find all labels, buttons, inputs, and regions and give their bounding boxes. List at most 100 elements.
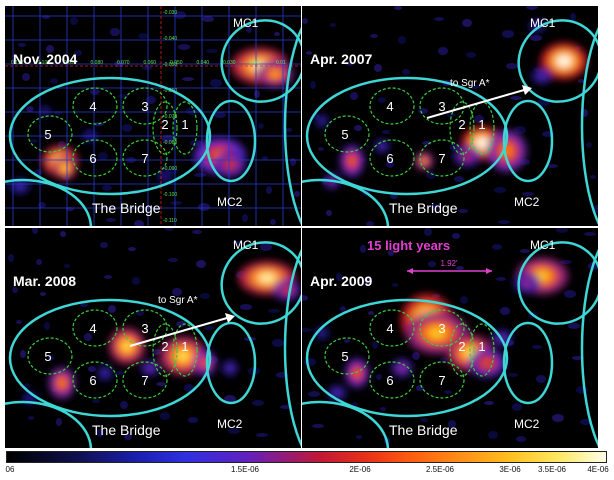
- mc1-label: MC1: [233, 238, 259, 252]
- region-7: [419, 139, 465, 177]
- grid-y-label: -0.080: [163, 140, 177, 146]
- sgr-a-arrow: [426, 89, 525, 119]
- region-2: [449, 323, 475, 377]
- region-label-6: 6: [386, 373, 393, 388]
- region-6: [369, 139, 415, 177]
- mc2-ellipse: [205, 99, 257, 183]
- emission-layer: [22, 261, 300, 405]
- scale-value: 1.92': [440, 259, 458, 268]
- region-3: [122, 87, 168, 125]
- grid-y-label: -0.030: [163, 10, 177, 16]
- coordinate-grid: 0.110 0.100 0.090 0.080 0.070 0.060 0.050 0.040…: [5, 6, 301, 226]
- mc2-ellipse: [205, 321, 257, 405]
- region-2: [152, 101, 178, 155]
- colorbar-tick-label: 4E-06: [587, 465, 609, 474]
- region-4: [369, 309, 415, 347]
- panel-3: 1 2 3 4 5 6 7 Mar. 2008 The Bridge MC1 MC2 to Sgr A…: [5, 228, 301, 448]
- grid-y-label: -0.090: [163, 166, 177, 172]
- region-label-2: 2: [161, 339, 168, 354]
- region-7: [122, 361, 168, 399]
- mc2-label: MC2: [217, 417, 243, 431]
- mc2-ellipse: [502, 99, 554, 183]
- region-3: [419, 87, 465, 125]
- region-2: [449, 101, 475, 155]
- bridge-ellipse: [8, 76, 212, 196]
- right-arc: [283, 249, 301, 447]
- grid-y-label: -0.050: [163, 62, 177, 68]
- bridge-label: The Bridge: [92, 422, 161, 438]
- region-label-3: 3: [438, 321, 445, 336]
- region-label-7: 7: [141, 151, 148, 166]
- region-label-6: 6: [386, 151, 393, 166]
- mc2-ellipse: [502, 321, 554, 405]
- lower-left-arc: [5, 178, 93, 226]
- grid-x-label: 0.050: [170, 60, 183, 66]
- colorbar-tick-label: 1.5E-06: [230, 465, 260, 474]
- mc2-label: MC2: [514, 417, 540, 431]
- grid-x-label: 0.070: [117, 60, 130, 66]
- region-1: [469, 323, 495, 377]
- lower-left-arc: [302, 178, 390, 226]
- grid-x-label: 0.01: [276, 60, 286, 66]
- epoch-label: Apr. 2009: [310, 273, 372, 289]
- region-label-6: 6: [89, 373, 96, 388]
- colorbar: [6, 451, 607, 463]
- grid-x-label: 0.080: [91, 60, 104, 66]
- region-label-3: 3: [141, 99, 148, 114]
- colorbar-gradient: [7, 452, 606, 462]
- panel-4: 1 2 3 4 5 6 7 Apr. 2009 The Bridge MC1 MC2 15 light…: [302, 228, 598, 448]
- region-6: [369, 361, 415, 399]
- mc1-label: MC1: [530, 238, 556, 252]
- region-label-4: 4: [386, 99, 393, 114]
- region-2: [152, 323, 178, 377]
- region-5: [324, 337, 370, 375]
- mc1-label: MC1: [530, 16, 556, 30]
- region-label-5: 5: [341, 349, 348, 364]
- sgr-a-arrowhead: [225, 313, 235, 323]
- region-label-7: 7: [438, 151, 445, 166]
- grid-y-label: -0.110: [163, 218, 177, 224]
- grid-x-label: 0.060: [144, 60, 157, 66]
- lower-left-arc: [5, 400, 93, 448]
- noise-layer: [8, 228, 292, 440]
- sgr-a-arrowhead: [522, 85, 532, 95]
- emission-layer: [315, 257, 568, 401]
- region-7: [122, 139, 168, 177]
- region-label-6: 6: [89, 151, 96, 166]
- region-3: [122, 309, 168, 347]
- bridge-ellipse: [8, 298, 212, 418]
- grid-x-label: 0.030: [223, 60, 236, 66]
- region-label-4: 4: [89, 99, 96, 114]
- panel-1: 0.110 0.100 0.090 0.080 0.070 0.060 0.050 0.040…: [5, 6, 301, 226]
- region-label-5: 5: [341, 127, 348, 142]
- region-label-5: 5: [44, 349, 51, 364]
- region-3: [419, 309, 465, 347]
- grid-x-label: 0.02: [250, 60, 260, 66]
- colorbar-tick-label: 3E-06: [499, 465, 521, 474]
- mc2-label: MC2: [514, 195, 540, 209]
- arrow-label: to Sgr A*: [450, 78, 490, 89]
- panel-2: 1 2 3 4 5 6 7 Apr. 2007 The Bridge MC1 MC2 to Sgr A…: [302, 6, 598, 226]
- epoch-label: Mar. 2008: [13, 273, 76, 289]
- region-5: [27, 337, 73, 375]
- grid-y-label: -0.060: [163, 88, 177, 94]
- scale-right-head: [486, 268, 492, 274]
- region-label-1: 1: [478, 339, 485, 354]
- epoch-label: Nov. 2004: [13, 51, 78, 67]
- lower-left-arc: [302, 400, 390, 448]
- grid-y-label: -0.070: [163, 114, 177, 120]
- grid-x-label: 0.110: [11, 60, 23, 66]
- region-6: [72, 361, 118, 399]
- bridge-ellipse: [305, 298, 509, 418]
- region-4: [72, 87, 118, 125]
- region-label-4: 4: [89, 321, 96, 336]
- region-label-1: 1: [478, 117, 485, 132]
- region-label-1: 1: [181, 339, 188, 354]
- region-4: [72, 309, 118, 347]
- right-arc: [580, 249, 598, 447]
- region-label-7: 7: [141, 373, 148, 388]
- noise-layer: [302, 6, 598, 226]
- bridge-label: The Bridge: [92, 200, 161, 216]
- region-label-1: 1: [181, 117, 188, 132]
- colorbar-tick-label: 2.5E-06: [425, 465, 455, 474]
